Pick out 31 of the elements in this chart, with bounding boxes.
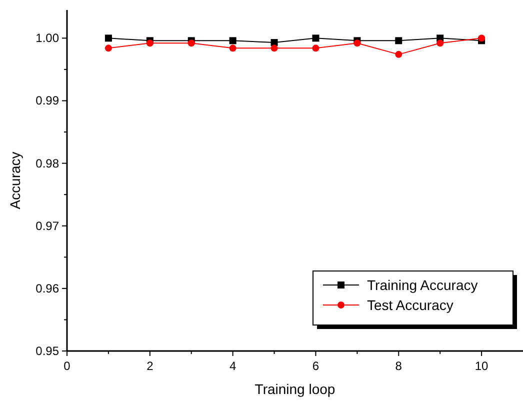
x-tick-label: 6 bbox=[312, 359, 320, 373]
point bbox=[312, 44, 320, 52]
y-tick-label: 0.99 bbox=[36, 94, 60, 108]
point bbox=[229, 44, 236, 52]
point bbox=[229, 37, 236, 44]
point bbox=[478, 34, 486, 42]
point bbox=[104, 44, 112, 52]
point bbox=[104, 34, 112, 42]
text: 0.95 bbox=[36, 344, 59, 358]
point bbox=[312, 34, 320, 42]
y-tick-label: 0.98 bbox=[36, 156, 60, 170]
point bbox=[354, 40, 361, 47]
y-tick-label: 1.00 bbox=[36, 31, 60, 46]
legend-label: Training Accuracy bbox=[367, 277, 478, 293]
x-tick-label: 2 bbox=[146, 359, 154, 373]
point bbox=[436, 40, 444, 47]
point bbox=[395, 50, 402, 58]
point bbox=[395, 37, 402, 44]
point bbox=[188, 40, 195, 47]
y-tick-label: 0.97 bbox=[36, 218, 60, 233]
y-tick-label: 0.96 bbox=[36, 281, 60, 296]
x-tick-label: 4 bbox=[229, 359, 236, 373]
point bbox=[270, 39, 278, 46]
legend-label: Test Accuracy bbox=[367, 297, 454, 313]
y-axis-title: Accuracy bbox=[7, 152, 23, 210]
point bbox=[146, 40, 154, 47]
x-tick-label: 0 bbox=[64, 359, 71, 373]
x-tick-label: 8 bbox=[395, 359, 402, 373]
x-tick-label: 10 bbox=[474, 359, 489, 373]
x-axis-title: Training loop bbox=[254, 381, 336, 397]
point bbox=[270, 44, 278, 52]
